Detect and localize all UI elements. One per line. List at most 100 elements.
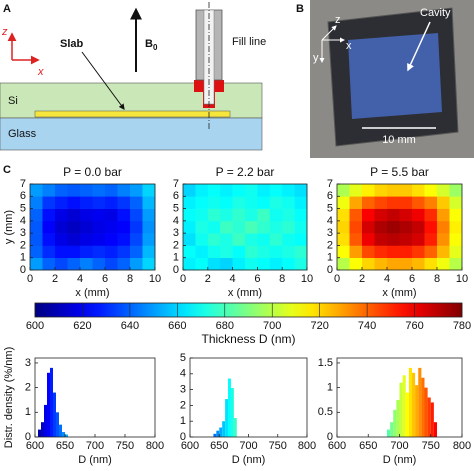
heat-cell	[349, 196, 363, 209]
heat-cell	[30, 196, 43, 209]
histogram-bar	[53, 392, 56, 437]
y-tick-label: 0.5	[318, 406, 333, 418]
cavity-label: Cavity	[420, 7, 451, 19]
heat-cell	[220, 184, 233, 197]
histogram-bar	[41, 422, 44, 437]
heat-cell	[424, 220, 438, 234]
histogram-bar	[421, 377, 425, 437]
heat-cell	[282, 245, 295, 259]
plot-frame	[336, 183, 463, 271]
heat-cell	[269, 184, 283, 197]
heat-cell	[80, 245, 93, 259]
heat-cell	[294, 196, 308, 209]
heat-cell	[294, 245, 308, 259]
heat-cell	[232, 245, 246, 259]
heat-cell	[195, 208, 209, 222]
plot-frame	[189, 357, 308, 438]
heat-cell	[437, 184, 450, 197]
heat-cell	[105, 233, 118, 246]
heat-cell	[282, 196, 295, 209]
heat-cell	[195, 245, 209, 259]
heat-cell	[117, 245, 131, 259]
field-symbol: B	[145, 38, 153, 50]
heat-cell	[257, 184, 271, 197]
scale-label: 10 mm	[382, 134, 416, 146]
y-tick-label: 6	[20, 190, 26, 202]
heat-cell	[105, 208, 118, 222]
histogram-bar	[390, 422, 394, 437]
heat-cell	[257, 245, 271, 259]
histogram-bar	[213, 433, 217, 437]
x-tick-label: 2	[52, 273, 58, 285]
heat-cell	[349, 233, 363, 246]
heat-cell	[412, 184, 425, 197]
y-tick-label: 2	[173, 239, 179, 251]
x-tick-label: 600	[26, 440, 44, 452]
y-tick-label: 7	[327, 178, 333, 190]
heat-cell	[80, 184, 93, 197]
heat-cell	[282, 208, 295, 222]
heat-cell	[117, 184, 131, 197]
heat-cell	[412, 233, 425, 246]
heat-cell	[424, 233, 438, 246]
histogram-bar	[65, 434, 68, 437]
y-tick-label: 1	[173, 252, 179, 264]
heat-cell	[130, 220, 143, 234]
y-tick-label: 1	[25, 406, 31, 418]
heat-cell	[449, 257, 463, 271]
heat-cell	[374, 184, 388, 197]
x-tick-label: 4	[230, 273, 236, 285]
x-tick-label: 8	[127, 273, 133, 285]
histogram-bar	[219, 427, 223, 437]
heat-cell	[437, 220, 450, 234]
colorbar-tick-label: 600	[26, 320, 44, 332]
heat-cell	[337, 184, 350, 197]
heat-cell	[130, 233, 143, 246]
x-tick-label: 10	[149, 273, 161, 285]
x-tick-label: 0	[180, 273, 186, 285]
heat-cell	[449, 233, 463, 246]
heat-cell	[130, 184, 143, 197]
heat-cell	[399, 208, 413, 222]
heat-cell	[195, 220, 209, 234]
histogram-bar	[47, 372, 50, 437]
heat-cell	[142, 245, 156, 259]
x-tick-label: 4	[77, 273, 83, 285]
heat-cell	[92, 184, 106, 197]
heat-cell	[257, 220, 271, 234]
heat-cell	[195, 184, 209, 197]
x-tick-label: 4	[384, 273, 390, 285]
y-tick-label: 5	[20, 202, 26, 214]
x-tick-label: 600	[328, 440, 346, 452]
heat-cell	[399, 233, 413, 246]
heat-cell	[424, 208, 438, 222]
x-tick-label: 750	[269, 440, 287, 452]
heat-cell	[374, 233, 388, 246]
heat-cell	[42, 184, 56, 197]
heat-cell	[412, 257, 425, 271]
heat-cell	[80, 233, 93, 246]
y-tick-label: 2	[327, 239, 333, 251]
histogram-bar	[415, 385, 419, 437]
fill-line-label: Fill line	[232, 36, 266, 48]
heat-cell	[183, 196, 196, 209]
heat-cell	[257, 196, 271, 209]
chart-title: P = 5.5 bar	[370, 165, 429, 179]
heat-cell	[183, 233, 196, 246]
heat-cell	[362, 233, 375, 246]
y-tick-label: 1.5	[318, 357, 333, 369]
colorbar-tick-label: 680	[216, 320, 234, 332]
axis-label: z	[1, 26, 8, 38]
y-tick-label: 4	[327, 215, 333, 227]
heat-cell	[412, 220, 425, 234]
heat-cell	[412, 245, 425, 259]
heat-cell	[362, 257, 375, 271]
heat-cell	[130, 208, 143, 222]
heat-cell	[349, 245, 363, 259]
heat-cell	[269, 233, 283, 246]
axis-label: z	[335, 14, 341, 26]
plot-frame	[29, 183, 156, 271]
heat-cell	[232, 220, 246, 234]
plot-frame	[34, 357, 156, 438]
y-tick-label: 0	[327, 431, 333, 443]
